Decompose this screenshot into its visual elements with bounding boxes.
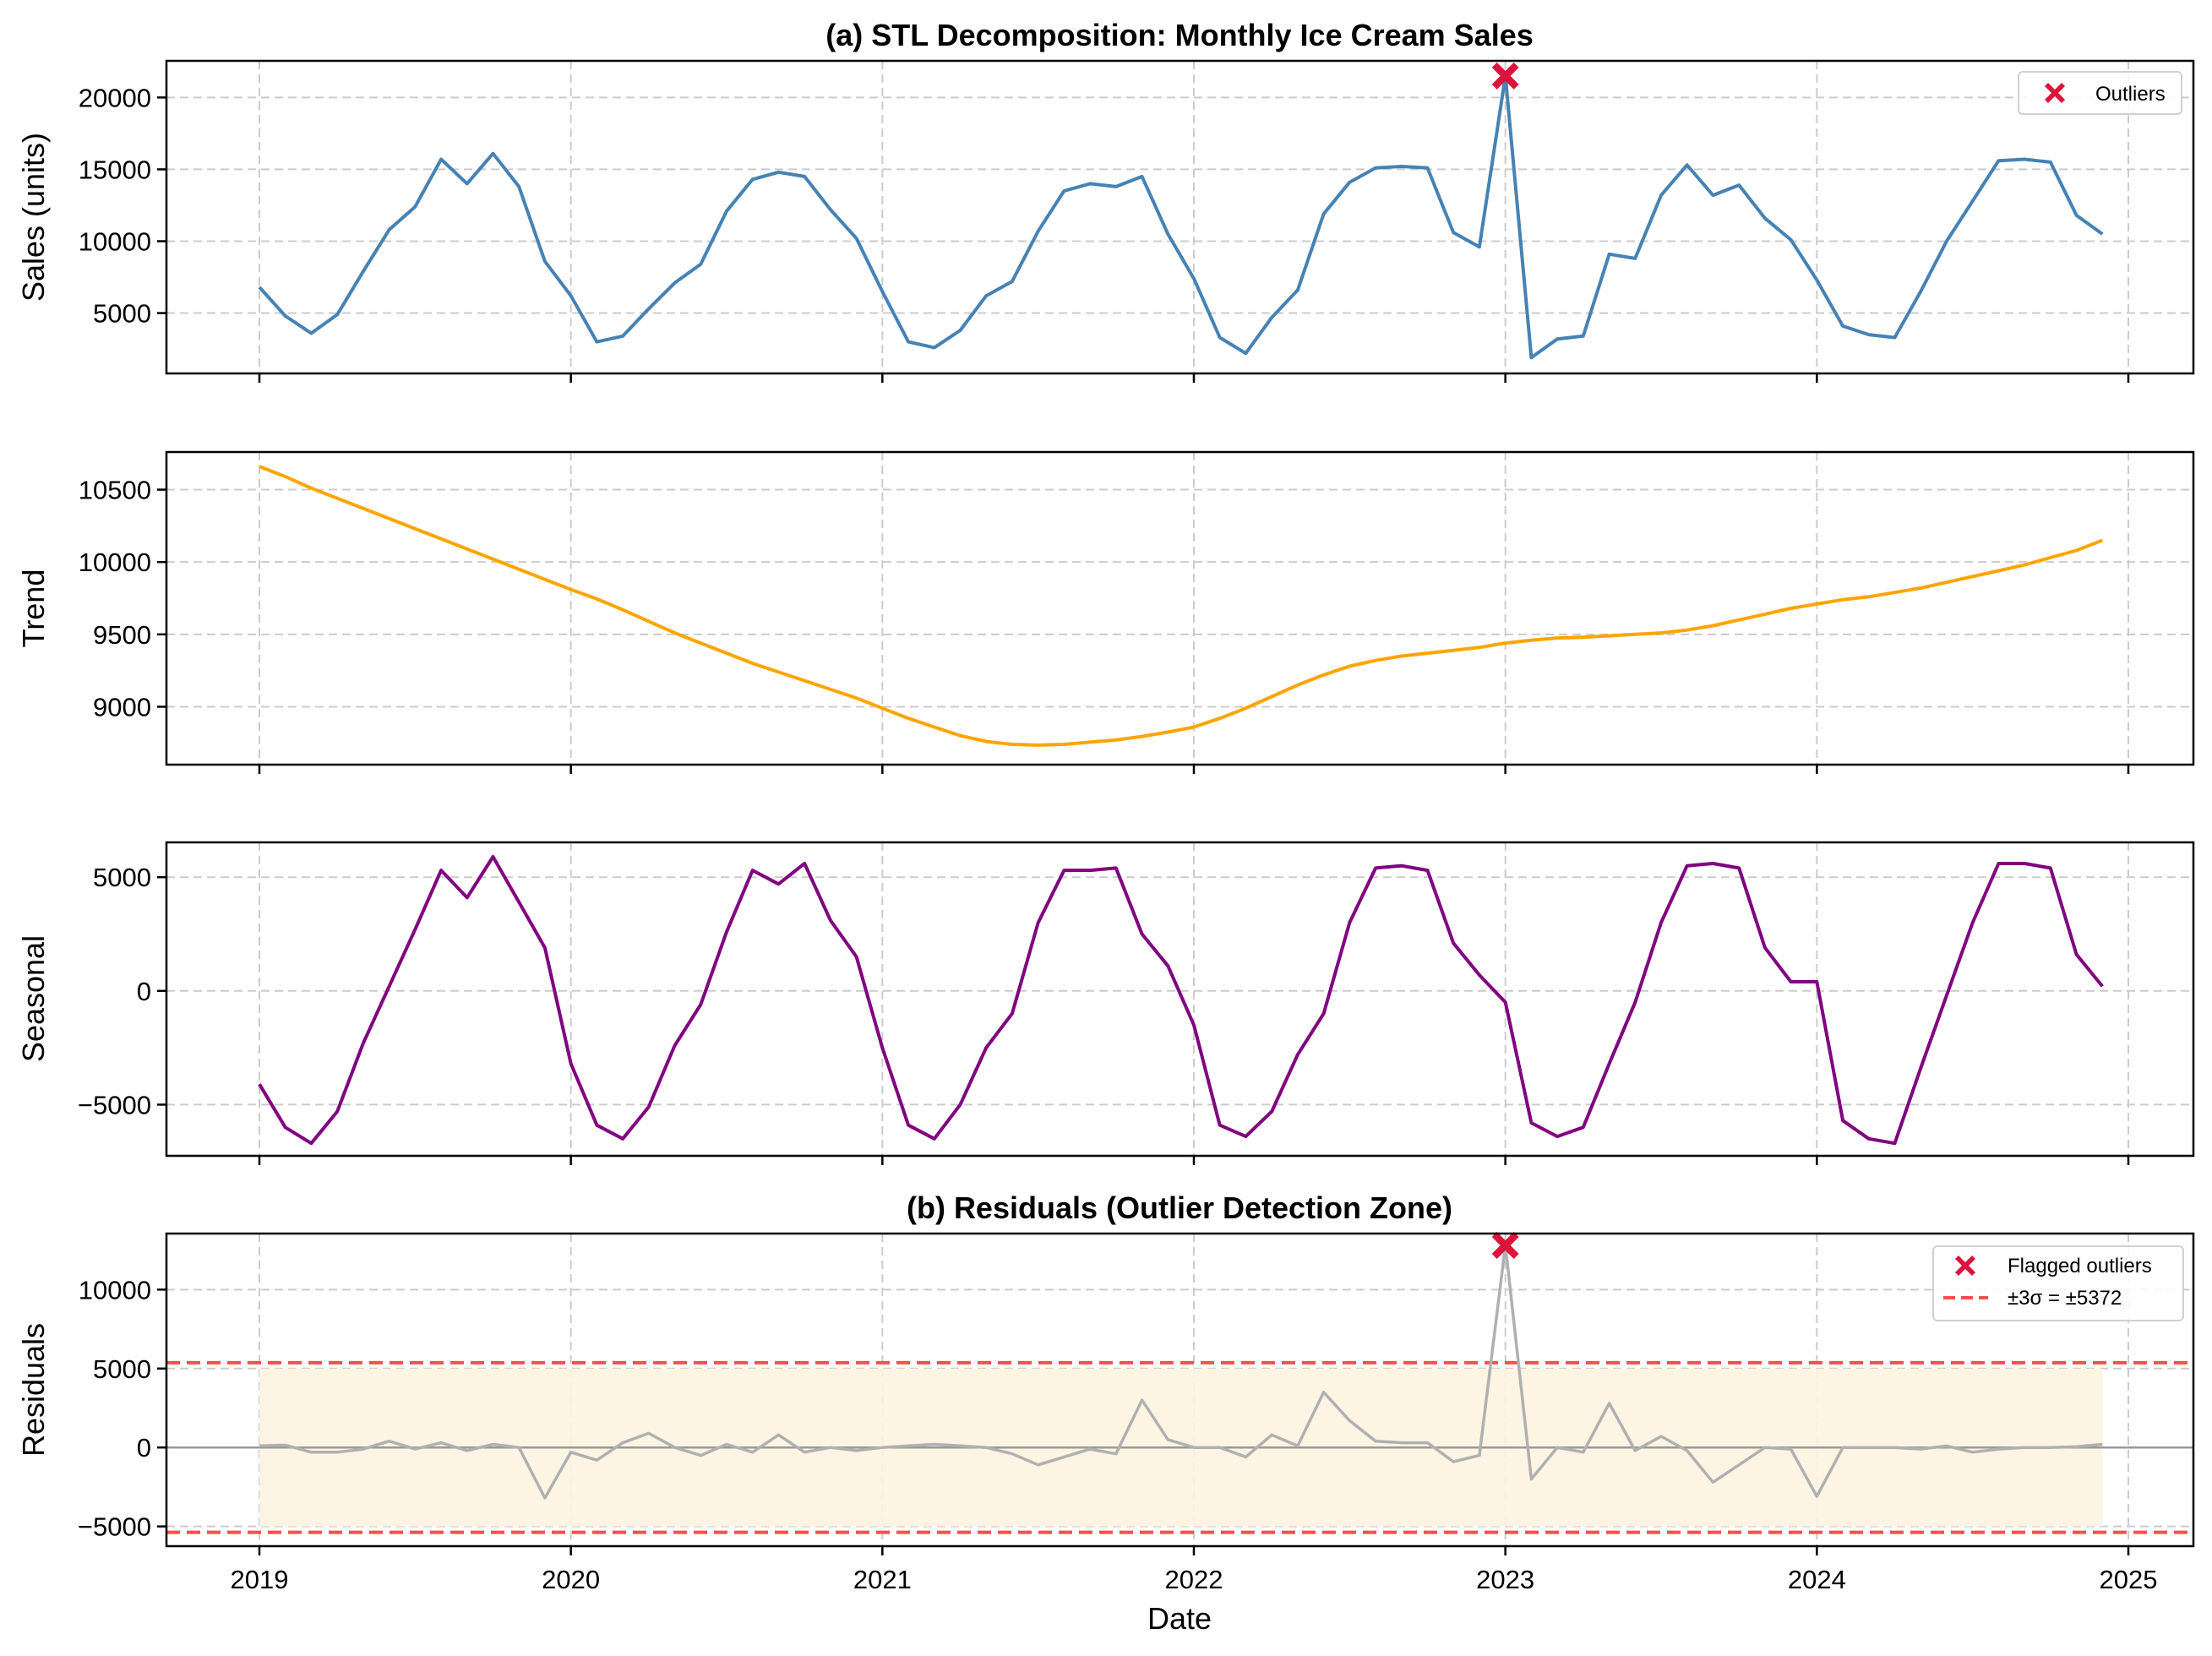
panel-title-sales: (a) STL Decomposition: Monthly Ice Cream…: [825, 18, 1534, 52]
series-line-residuals: [259, 1244, 2103, 1500]
y-tick-label: 9500: [93, 620, 151, 650]
legend-outlier-marker-icon: [2045, 83, 2065, 103]
axes-frame: [165, 1232, 2195, 1548]
outlier-marker: [1491, 1232, 1519, 1260]
x-tick-label: 2020: [542, 1565, 600, 1594]
axes-frame: [165, 450, 2195, 766]
panel-sales: 5000 10000 15000 20000: [79, 59, 2195, 383]
series-line-seasonal: [258, 855, 2104, 1146]
legend-residuals: Flagged outliers ±3σ = ±5372: [1932, 1245, 2184, 1321]
y-tick-label: 0: [137, 1433, 151, 1463]
y-tick-label: 15000: [79, 155, 151, 184]
panel-trend: 9000 9500 10000 10500: [79, 450, 2195, 774]
legend-flagged-marker-icon: [1955, 1256, 1975, 1276]
legend-sales: Outliers: [2018, 71, 2182, 115]
y-tick-label: 20000: [79, 83, 151, 112]
panel-title-residuals: (b) Residuals (Outlier Detection Zone): [907, 1190, 1452, 1225]
ylabel-residuals: Residuals: [16, 1323, 51, 1457]
ylabel-trend: Trend: [16, 569, 51, 648]
panel-seasonal: −5000 0 5000: [78, 841, 2195, 1165]
xlabel-date: Date: [1147, 1601, 1212, 1636]
x-tick-label: 2025: [2100, 1565, 2158, 1594]
legend-label-outliers: Outliers: [2095, 83, 2166, 106]
outlier-marker-shape: [1491, 62, 1519, 90]
legend-label-flagged-outliers: Flagged outliers: [2008, 1255, 2152, 1277]
ylabel-sales: Sales (units): [16, 133, 51, 302]
y-tick-label: 10000: [79, 547, 151, 577]
x-tick-label: 2021: [853, 1565, 912, 1594]
y-tick-label: 5000: [93, 863, 151, 892]
axes-frame: [165, 841, 2195, 1158]
x-tick-label: 2019: [231, 1565, 289, 1594]
ylabel-seasonal: Seasonal: [16, 935, 51, 1062]
y-tick-label: −5000: [78, 1090, 151, 1119]
y-tick-label: 9000: [93, 692, 151, 722]
axes-frame: [165, 59, 2195, 375]
y-tick-label: 10000: [79, 226, 151, 256]
y-tick-label: −5000: [78, 1512, 151, 1542]
legend-label-threshold: ±3σ = ±5372: [2008, 1287, 2122, 1310]
outlier-marker: [1491, 62, 1519, 90]
y-tick-label: 5000: [93, 299, 151, 329]
series-line-sales: [258, 74, 2104, 360]
legend-residuals-frame: [1932, 1245, 2184, 1321]
y-tick-label: 10000: [79, 1275, 151, 1305]
x-tick-label: 2024: [1788, 1565, 1846, 1594]
outlier-marker-shape: [1491, 1232, 1519, 1260]
y-tick-label: 5000: [93, 1354, 151, 1384]
panel-residuals: 2019 2020 2021 2022 2023 2024 2025 −5000 0 5000 10…: [78, 1232, 2195, 1594]
y-tick-label: 0: [137, 977, 151, 1006]
legend-sales-frame: [2018, 71, 2182, 115]
x-tick-label: 2022: [1165, 1565, 1223, 1594]
x-tick-label: 2023: [1476, 1565, 1534, 1594]
series-line-trend: [259, 465, 2104, 747]
y-tick-label: 10500: [79, 476, 151, 505]
